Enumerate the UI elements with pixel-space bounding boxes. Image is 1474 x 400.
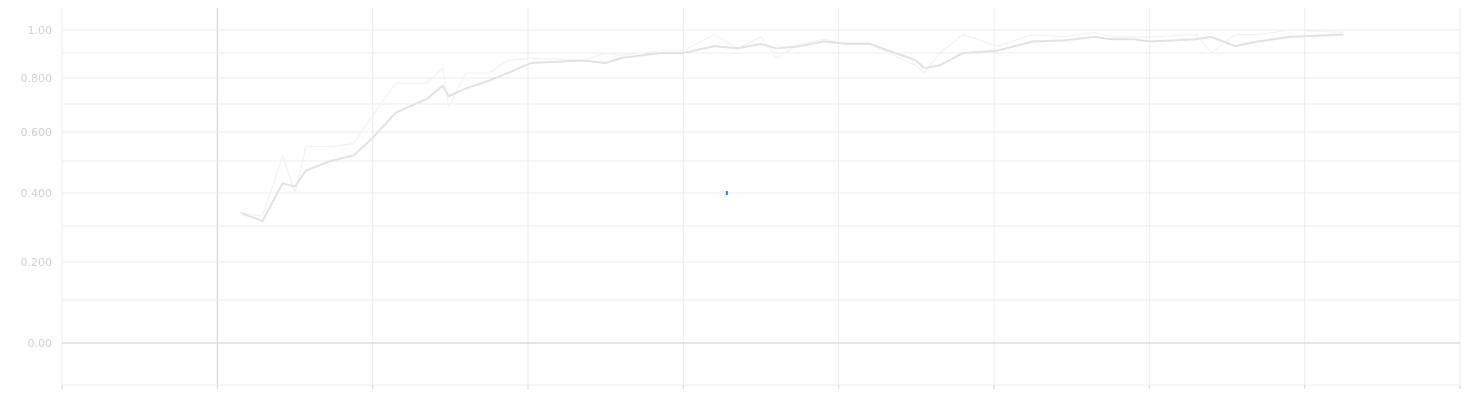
series-layer <box>240 29 1344 223</box>
y-tick-label: 1.00 <box>28 24 53 37</box>
y-tick-label: 0.800 <box>21 72 53 85</box>
x-gridlines <box>61 8 1461 385</box>
highlight-marker <box>725 191 728 195</box>
raw-series-line <box>240 29 1344 217</box>
smoothed-series-line <box>240 33 1344 223</box>
axes <box>61 342 1461 389</box>
y-tick-label: 0.600 <box>21 126 53 139</box>
y-tick-label: 0.200 <box>21 256 53 269</box>
y-tick-label: 0.400 <box>21 187 53 200</box>
marker-layer <box>725 191 728 195</box>
y-tick-label: 0.00 <box>28 337 53 350</box>
y-tick-labels: 0.00 0.200 0.400 0.600 0.800 1.00 <box>21 24 53 350</box>
